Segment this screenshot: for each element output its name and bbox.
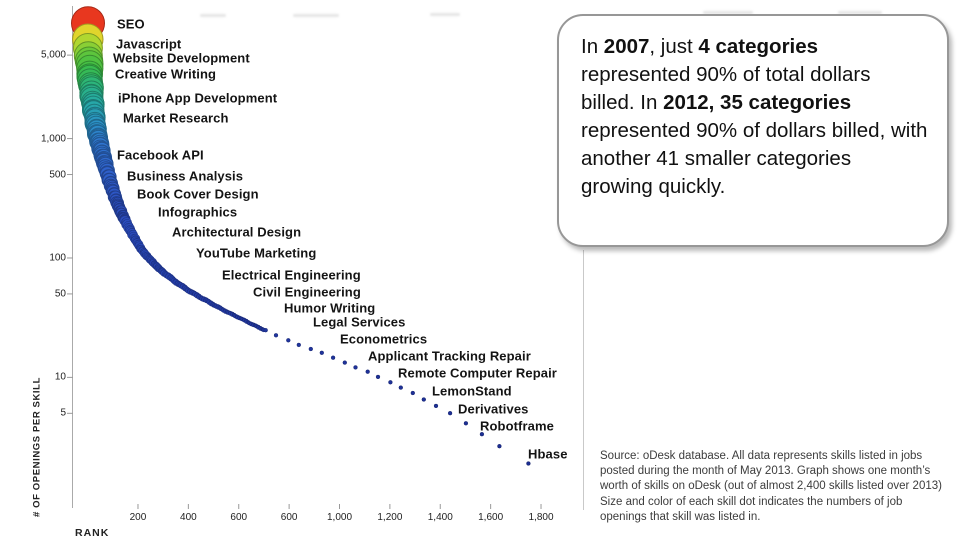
x-tick-label: 600 bbox=[230, 512, 248, 523]
y-tick-label: 500 bbox=[49, 169, 66, 181]
skill-label-market-research: Market Research bbox=[123, 110, 229, 126]
skill-label-electrical-engineering: Electrical Engineering bbox=[222, 267, 361, 283]
x-tick-label: 1,800 bbox=[528, 512, 554, 523]
skill-label-iphone-app-development: iPhone App Development bbox=[118, 90, 278, 106]
callout-text-segment: 2012, 35 categories bbox=[663, 91, 852, 115]
y-tick-label: 5,000 bbox=[40, 49, 66, 61]
x-tick-label: 400 bbox=[180, 512, 197, 523]
skill-label-derivatives: Derivatives bbox=[458, 401, 529, 417]
skill-label-architectural-design: Architectural Design bbox=[172, 224, 302, 240]
source-note: Source: oDesk database. All data represe… bbox=[600, 450, 942, 523]
skill-dot bbox=[463, 421, 469, 426]
skill-label-lemonstand: LemonStand bbox=[432, 383, 512, 399]
skill-label-robotframe: Robotframe bbox=[480, 418, 554, 434]
x-tick-label: 200 bbox=[129, 512, 147, 523]
skill-label-legal-services: Legal Services bbox=[313, 314, 406, 330]
callout-text-segment: represented 90% of total dollars billed.… bbox=[581, 63, 871, 115]
callout-text-segment: In bbox=[581, 35, 604, 58]
skill-dot bbox=[273, 333, 279, 338]
callout-text-segment: , just bbox=[649, 35, 699, 58]
x-axis-title: RANK bbox=[75, 527, 110, 539]
y-axis-title: # OF OPENINGS PER SKILL bbox=[31, 377, 43, 517]
skill-dot bbox=[497, 444, 502, 449]
skill-dot bbox=[319, 350, 324, 355]
skill-label-hbase: Hbase bbox=[528, 446, 568, 462]
skill-dot bbox=[330, 355, 336, 360]
callout-text-segment: 4 categories bbox=[698, 35, 819, 58]
callout-text-segment: represented 90% of dollars billed, with … bbox=[581, 119, 928, 199]
skill-label-civil-engineering: Civil Engineering bbox=[253, 284, 361, 300]
skill-dot bbox=[421, 397, 426, 402]
artifact-mark bbox=[200, 14, 226, 17]
x-tick-label: 1,200 bbox=[377, 512, 403, 523]
skill-label-creative-writing: Creative Writing bbox=[115, 66, 217, 82]
skill-dot bbox=[353, 365, 358, 370]
skill-dot bbox=[433, 403, 439, 409]
skill-label-facebook-api: Facebook API bbox=[117, 147, 204, 163]
skill-dot bbox=[365, 369, 370, 374]
callout-text: In 2007, just 4 categories represented 9… bbox=[581, 33, 928, 201]
vertical-divider bbox=[583, 250, 584, 510]
skill-dot bbox=[388, 380, 393, 385]
skill-label-business-analysis: Business Analysis bbox=[127, 168, 244, 184]
skill-dot bbox=[526, 461, 531, 466]
skill-label-seo: SEO bbox=[117, 16, 145, 32]
skill-label-econometrics: Econometrics bbox=[340, 331, 428, 347]
skill-label-applicant-tracking-repair: Applicant Tracking Repair bbox=[368, 348, 531, 364]
skill-dot bbox=[398, 385, 403, 390]
skill-dot bbox=[263, 328, 268, 333]
y-tick-label: 50 bbox=[54, 288, 66, 300]
skill-label-javascript: Javascript bbox=[116, 36, 182, 52]
callout-text-segment: 2007 bbox=[603, 35, 650, 58]
artifact-mark bbox=[430, 13, 460, 16]
y-tick-label: 1,000 bbox=[40, 133, 66, 145]
x-tick-label: 1,600 bbox=[478, 512, 504, 523]
skill-dot bbox=[375, 374, 381, 380]
skill-label-website-development: Website Development bbox=[113, 50, 250, 66]
skill-dot bbox=[286, 338, 291, 343]
skill-label-remote-computer-repair: Remote Computer Repair bbox=[398, 365, 557, 381]
skill-dot bbox=[296, 342, 301, 348]
callout-box: In 2007, just 4 categories represented 9… bbox=[557, 14, 949, 247]
skill-label-book-cover-design: Book Cover Design bbox=[137, 186, 259, 202]
x-tick-label: 1,000 bbox=[326, 512, 353, 523]
x-tick-label: 600 bbox=[280, 512, 298, 523]
skill-dot bbox=[479, 432, 485, 437]
artifact-mark bbox=[293, 14, 339, 17]
y-tick-label: 100 bbox=[49, 252, 66, 264]
skill-dot bbox=[308, 346, 313, 352]
skill-label-infographics: Infographics bbox=[158, 204, 238, 220]
skill-label-humor-writing: Humor Writing bbox=[284, 300, 376, 316]
skill-dot bbox=[342, 360, 347, 365]
x-tick-label: 1,400 bbox=[427, 512, 453, 523]
y-tick-label: 10 bbox=[54, 371, 66, 383]
y-tick-label: 5 bbox=[60, 407, 66, 419]
skill-dot bbox=[447, 411, 453, 416]
skill-label-youtube-marketing: YouTube Marketing bbox=[196, 245, 317, 261]
skill-dot bbox=[410, 390, 415, 396]
artifact-mark bbox=[838, 11, 882, 14]
artifact-mark bbox=[703, 11, 753, 14]
